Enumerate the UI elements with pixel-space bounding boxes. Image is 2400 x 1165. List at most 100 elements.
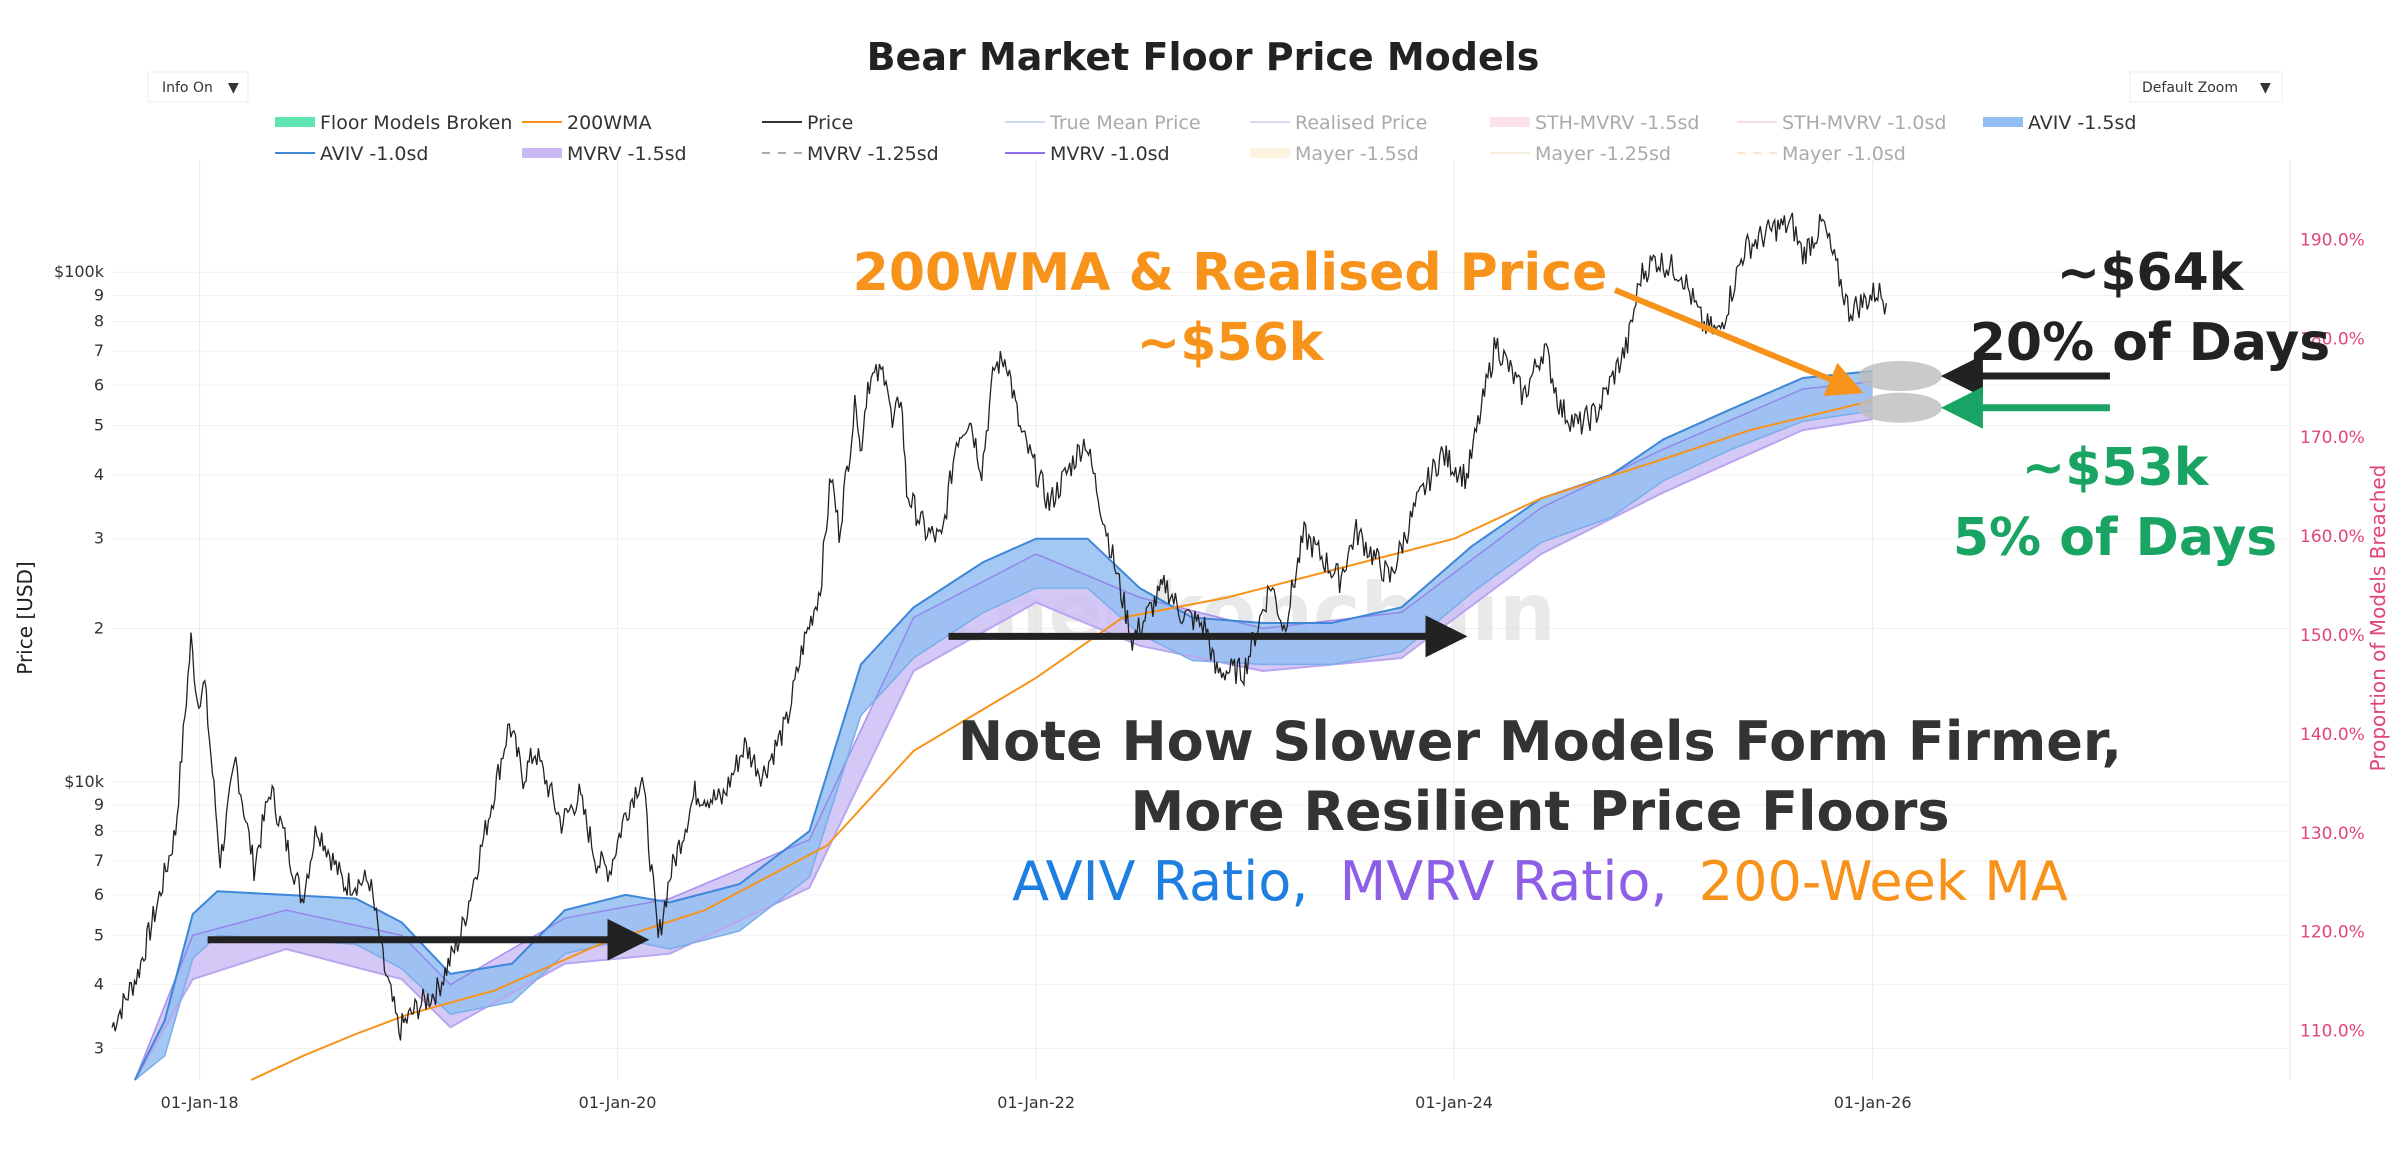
y-tick-label: 7: [94, 341, 104, 360]
annotation-realised-value: ~$56k: [1137, 313, 1325, 373]
annotation-aviv-high-days: 20% of Days: [1970, 313, 2331, 373]
y-tick-label: 9: [94, 286, 104, 305]
legend-item: AVIV -1.0sd: [275, 143, 428, 165]
realised-arrow: [1613, 287, 1864, 396]
x-tick-label: 01-Jan-22: [997, 1093, 1075, 1112]
y-tick-label: 4: [94, 465, 104, 484]
note-wma: 200-Week MA: [1699, 850, 2068, 913]
legend-label: AVIV -1.5sd: [2028, 112, 2136, 134]
legend-label: STH-MVRV -1.5sd: [1535, 112, 1699, 134]
legend-item: Mayer -1.0sd: [1737, 143, 1906, 165]
legend-label: Price: [807, 112, 853, 134]
y-right-tick-label: 110.0%: [2300, 1022, 2365, 1042]
chart-title: Bear Market Floor Price Models: [867, 35, 1540, 79]
y-axis-right-label: Proportion of Models Breached: [2366, 465, 2390, 772]
annotation-note-line2: More Resilient Price Floors: [1131, 780, 1950, 843]
legend-label: Realised Price: [1295, 112, 1427, 134]
legend-swatch: [1983, 117, 2023, 127]
y-right-tick-label: 170.0%: [2300, 428, 2365, 448]
legend-label: 200WMA: [567, 112, 651, 134]
y-tick-label: 9: [94, 795, 104, 814]
y-right-tick-label: 130.0%: [2300, 824, 2365, 844]
legend-item: Mayer -1.5sd: [1250, 143, 1419, 165]
legend-swatch: [1250, 148, 1290, 158]
x-tick-label: 01-Jan-18: [161, 1093, 239, 1112]
chevron-down-icon: ▼: [228, 80, 239, 96]
legend-label: Floor Models Broken: [320, 112, 512, 134]
y-tick-label: $10k: [64, 772, 105, 791]
y-right-tick-label: 120.0%: [2300, 923, 2365, 943]
200wma-line: [250, 399, 1873, 1081]
legend-item: MVRV -1.5sd: [522, 143, 687, 165]
y-tick-label: 8: [94, 821, 104, 840]
y-tick-label: 3: [94, 529, 104, 548]
callout-oval: [1857, 392, 1942, 423]
legend-item: STH-MVRV -1.0sd: [1737, 112, 1946, 134]
floor-bands: [134, 371, 1873, 1081]
legend-swatch: [522, 148, 562, 158]
legend-item: Floor Models Broken: [275, 112, 512, 134]
legend-label: STH-MVRV -1.0sd: [1782, 112, 1946, 134]
legend-label: Mayer -1.0sd: [1782, 143, 1906, 165]
y-tick-label: 4: [94, 975, 104, 994]
aviv-1-5sd-line: [134, 409, 1873, 1081]
legend-item: Price: [762, 112, 853, 134]
y-axis-label: Price [USD]: [13, 561, 37, 675]
annotation-aviv-low-value: ~$53k: [2022, 438, 2210, 498]
y-tick-label: 8: [94, 312, 104, 331]
legend-label: True Mean Price: [1049, 112, 1201, 134]
y-tick-label: 6: [94, 885, 104, 904]
x-tick-label: 01-Jan-24: [1415, 1093, 1493, 1112]
note-aviv: AVIV Ratio,: [1012, 850, 1308, 913]
mvrv-1-0sd-line: [134, 380, 1873, 1081]
annotation-note-line1: Note How Slower Models Form Firmer,: [958, 710, 2122, 773]
axes: 01-Jan-18 01-Jan-20 01-Jan-22 01-Jan-24 01-J…: [54, 160, 2365, 1112]
legend-item: Mayer -1.25sd: [1490, 143, 1671, 165]
grid: [112, 160, 2290, 1080]
y-tick-label: $100k: [54, 262, 105, 281]
legend-label: AVIV -1.0sd: [320, 143, 428, 165]
info-toggle-label: Info On: [162, 80, 213, 96]
legend-item: True Mean Price: [1005, 112, 1201, 134]
chevron-down-icon: ▼: [2260, 80, 2271, 96]
annotation-aviv-low-days: 5% of Days: [1953, 508, 2277, 568]
note-mvrv: MVRV Ratio,: [1340, 850, 1668, 913]
legend-label: Mayer -1.25sd: [1535, 143, 1671, 165]
legend-item: MVRV -1.0sd: [1005, 143, 1170, 165]
legend-item: STH-MVRV -1.5sd: [1490, 112, 1699, 134]
y-right-tick-label: 150.0%: [2300, 626, 2365, 646]
zoom-select-label: Default Zoom: [2142, 80, 2238, 96]
y-tick-label: 5: [94, 925, 104, 944]
annotation-aviv-high-value: ~$64k: [2057, 243, 2245, 303]
y-right-tick-label: 140.0%: [2300, 725, 2365, 745]
legend: Floor Models Broken 200WMA Price True Mean …: [275, 112, 2136, 165]
y-tick-label: 7: [94, 851, 104, 870]
annotation-arrows: [207, 287, 2110, 961]
y-tick-label: 6: [94, 375, 104, 394]
legend-label: Mayer -1.5sd: [1295, 143, 1419, 165]
y-right-tick-label: 190.0%: [2300, 230, 2365, 250]
annotation-note-models: AVIV Ratio, MVRV Ratio, 200-Week MA: [1012, 850, 2068, 913]
legend-swatch: [275, 117, 315, 127]
aviv-band: [134, 371, 1873, 1080]
legend-label: MVRV -1.25sd: [807, 143, 939, 165]
y-right-tick-label: 160.0%: [2300, 527, 2365, 547]
annotation-realised-title: 200WMA & Realised Price: [853, 243, 1608, 303]
series-lines: [111, 212, 1887, 1081]
y-right-tick-label: 180.0%: [2300, 329, 2365, 349]
legend-item: MVRV -1.25sd: [762, 143, 939, 165]
y-tick-label: 2: [94, 618, 104, 637]
legend-item: Realised Price: [1250, 112, 1427, 134]
info-toggle[interactable]: Info On ▼: [147, 71, 249, 103]
y-tick-label: 5: [94, 416, 104, 435]
price-line: [111, 212, 1887, 1041]
callout-oval: [1857, 361, 1942, 392]
zoom-select[interactable]: Default Zoom ▼: [2129, 71, 2283, 103]
legend-label: MVRV -1.0sd: [1050, 143, 1170, 165]
legend-item: AVIV -1.5sd: [1983, 112, 2136, 134]
y-tick-label: 3: [94, 1038, 104, 1057]
legend-swatch: [1490, 117, 1530, 127]
x-tick-label: 01-Jan-20: [579, 1093, 657, 1112]
legend-item: 200WMA: [522, 112, 651, 134]
